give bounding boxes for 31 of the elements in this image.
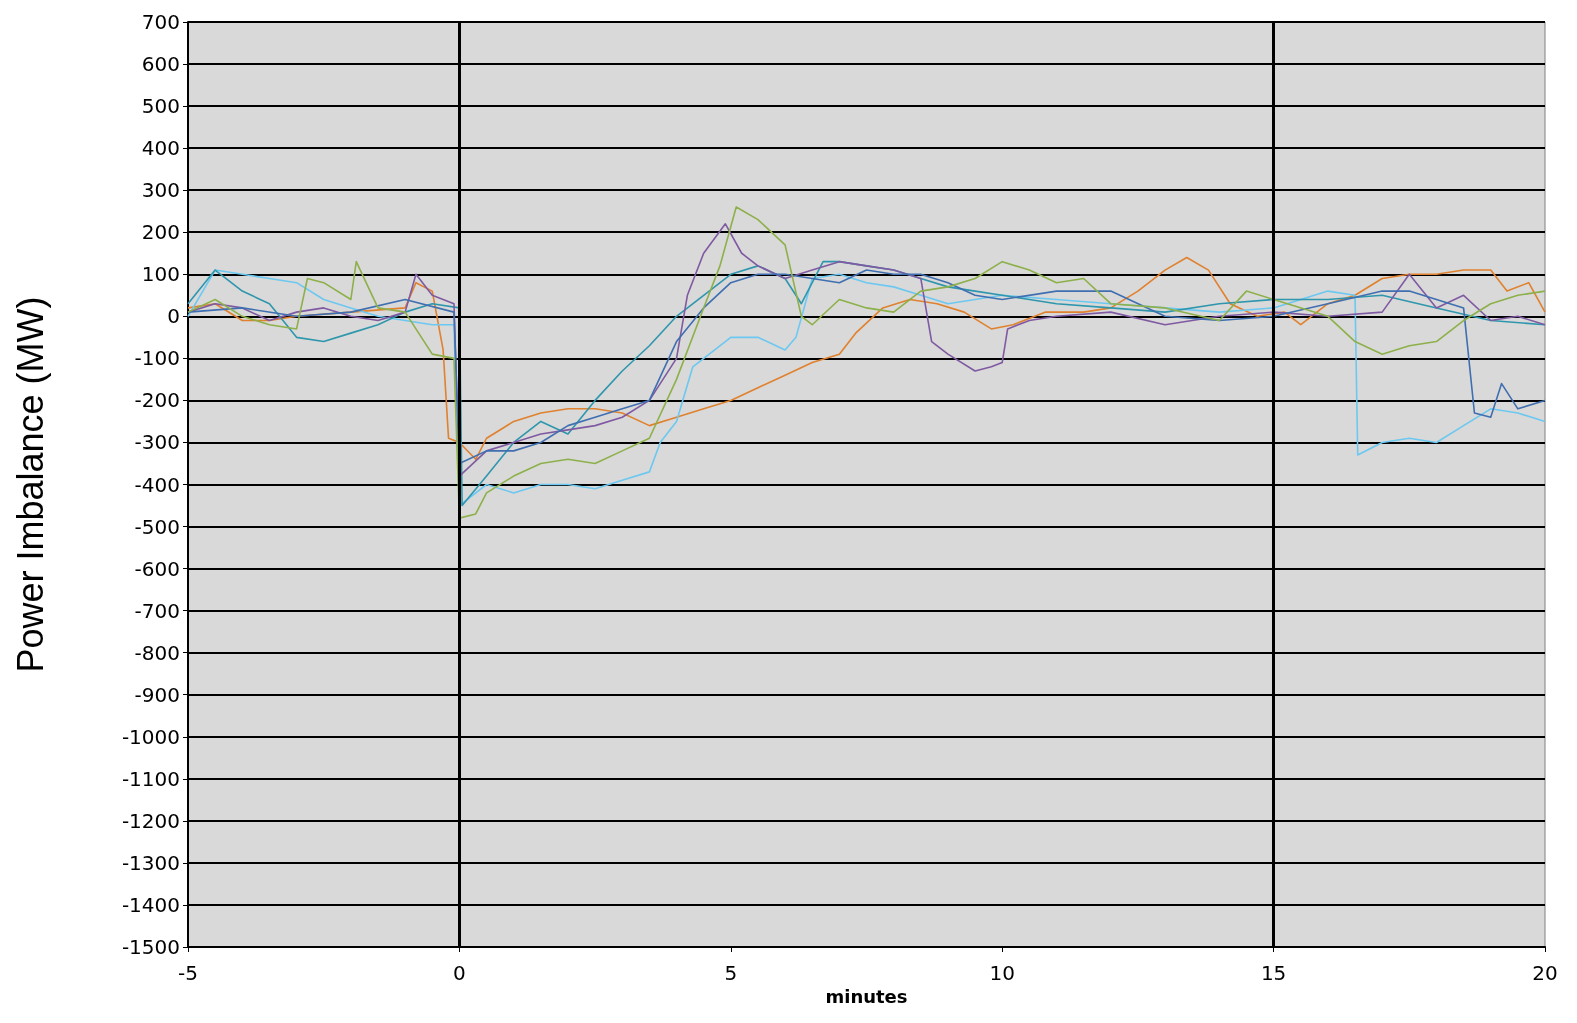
y-tick-label: -1400: [121, 892, 180, 917]
x-axis-title: minutes: [825, 986, 908, 1008]
y-tick-label: -500: [134, 514, 180, 539]
y-tick-label: 500: [141, 94, 180, 119]
y-tick-label: -1500: [121, 935, 180, 959]
y-tick-label: -1300: [121, 850, 180, 875]
x-tick-label: 20: [1532, 961, 1558, 985]
y-tick-label: 0: [167, 304, 180, 329]
y-tick-label: -900: [134, 682, 180, 707]
y-tick-label: -1000: [121, 724, 180, 749]
y-tick-label: -300: [134, 430, 180, 455]
y-tick-label: 100: [141, 262, 180, 287]
x-tick-label: -5: [178, 961, 198, 985]
x-tick-label: 5: [724, 961, 738, 985]
y-tick-label: 700: [141, 10, 180, 34]
y-tick-label: -400: [134, 472, 180, 497]
y-tick-label: 300: [141, 178, 180, 203]
y-tick-label: -700: [134, 598, 180, 623]
y-tick-label: 600: [141, 52, 180, 77]
y-tick-label: -200: [134, 388, 180, 413]
y-tick-label: -800: [134, 640, 180, 665]
x-tick-label: 0: [453, 961, 466, 985]
y-tick-label: 200: [141, 220, 180, 245]
y-axis-title: Power Imbalance (MW): [9, 296, 51, 673]
x-tick-label: 10: [989, 961, 1015, 985]
y-tick-label: -100: [134, 346, 180, 371]
x-tick-label: 15: [1260, 961, 1287, 985]
y-tick-label: 400: [141, 136, 180, 161]
y-tick-label: -1100: [121, 766, 180, 791]
y-tick-label: -1200: [121, 808, 180, 833]
y-tick-label: -600: [134, 556, 180, 581]
